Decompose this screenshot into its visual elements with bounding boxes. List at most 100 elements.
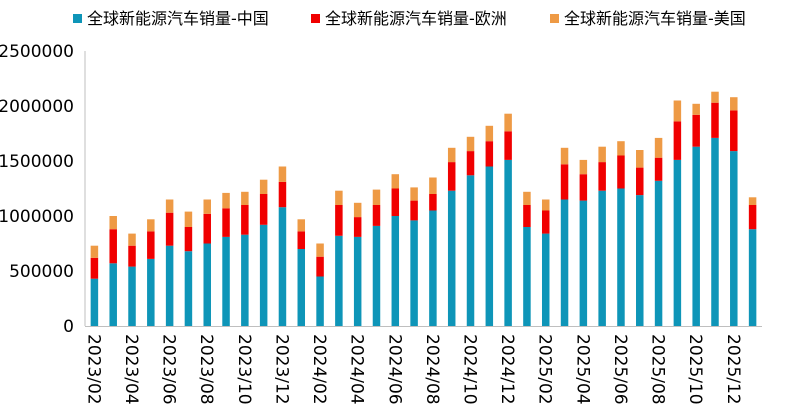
x-tick-label: 2024/10 xyxy=(460,334,480,405)
bar-segment xyxy=(673,121,682,160)
bar-segment xyxy=(541,199,550,211)
x-tick-label: 2025/12 xyxy=(723,334,743,405)
bar-segment xyxy=(391,188,400,216)
bar-segment xyxy=(523,227,531,326)
bar-segment xyxy=(617,188,625,326)
bar-segment xyxy=(165,245,174,326)
x-tick-label: 2023/10 xyxy=(234,334,254,405)
bar-segment xyxy=(184,211,193,227)
bar-segment xyxy=(636,167,644,196)
bar-segment xyxy=(748,197,757,205)
bar-segment xyxy=(466,175,475,326)
x-tick-label: 2023/12 xyxy=(271,334,291,405)
legend: 全球新能源汽车销量-中国 全球新能源汽车销量-欧洲 全球新能源汽车销量-美国 xyxy=(73,9,746,28)
bar-segment xyxy=(203,243,211,326)
bar-segment xyxy=(692,146,700,326)
legend-label: 全球新能源汽车销量-美国 xyxy=(564,9,746,28)
bar-segment xyxy=(165,199,174,213)
bar-segment xyxy=(466,136,475,152)
bar-segment xyxy=(598,190,606,326)
x-tick-label: 2024/06 xyxy=(384,334,404,405)
bar-segment xyxy=(541,210,550,234)
bar-segment xyxy=(730,97,738,111)
bar-segment xyxy=(748,205,757,230)
bar-segment xyxy=(372,225,381,326)
bar-segment xyxy=(90,278,99,326)
bar-segment xyxy=(109,263,117,326)
y-tick-label: 0 xyxy=(63,317,74,337)
bar-segment xyxy=(335,235,343,326)
bar-segment xyxy=(128,233,136,246)
bar-segment xyxy=(109,229,117,264)
bar-segment xyxy=(241,234,249,326)
x-tick-label: 2025/02 xyxy=(535,334,555,405)
bar-segment xyxy=(541,233,550,326)
bar-segment xyxy=(692,103,700,115)
x-tick-label: 2024/08 xyxy=(422,334,442,405)
bar-segment xyxy=(147,258,155,326)
bar-segment xyxy=(485,141,494,167)
y-tick-label: 2500000 xyxy=(0,42,74,62)
bar-segment xyxy=(316,256,324,277)
bar-segment xyxy=(560,164,569,200)
bar-segment xyxy=(579,159,588,175)
bar-segment xyxy=(485,166,494,326)
legend-swatch xyxy=(73,14,82,23)
bar-segment xyxy=(504,131,512,160)
bar-segment xyxy=(730,110,738,152)
bar-segment xyxy=(335,190,343,205)
bar-segment xyxy=(353,217,362,237)
bar-segment xyxy=(654,137,663,158)
bar-segment xyxy=(504,159,512,326)
x-tick-label: 2025/06 xyxy=(610,334,630,405)
x-tick-label: 2024/12 xyxy=(497,334,517,405)
x-tick-label: 2025/08 xyxy=(648,334,668,405)
bar-segment xyxy=(711,137,719,326)
bar-segment xyxy=(654,157,663,181)
bar-segment xyxy=(278,181,287,208)
bar-segment xyxy=(297,249,306,326)
bar-segment xyxy=(711,102,719,138)
bar-segment xyxy=(504,113,512,132)
bar-segment xyxy=(372,205,381,226)
bar-segment xyxy=(429,177,437,194)
bar-segment xyxy=(222,192,230,209)
bar-segment xyxy=(128,266,136,326)
x-tick-label: 2024/04 xyxy=(347,334,367,405)
x-tick-label: 2023/04 xyxy=(121,334,141,405)
bar-segment xyxy=(410,220,418,326)
bars xyxy=(90,91,757,326)
bar-segment xyxy=(560,147,569,165)
x-tick-label: 2025/10 xyxy=(685,334,705,405)
bar-segment xyxy=(184,251,193,326)
bar-segment xyxy=(278,207,287,326)
bar-segment xyxy=(447,162,456,191)
bar-segment xyxy=(391,216,400,326)
bar-segment xyxy=(654,180,663,326)
bar-segment xyxy=(598,162,606,191)
bar-segment xyxy=(90,257,99,279)
bar-segment xyxy=(617,155,625,189)
x-tick-label: 2023/08 xyxy=(196,334,216,405)
legend-swatch xyxy=(311,14,320,23)
y-tick-label: 1500000 xyxy=(0,152,74,172)
bar-segment xyxy=(203,199,211,214)
bar-segment xyxy=(203,213,211,244)
bar-segment xyxy=(560,199,569,326)
bar-segment xyxy=(147,231,155,259)
bar-segment xyxy=(579,174,588,201)
bar-segment xyxy=(259,194,268,225)
bar-segment xyxy=(617,141,625,156)
bar-segment xyxy=(297,219,306,232)
bar-segment xyxy=(316,243,324,257)
bar-segment xyxy=(748,229,757,326)
bar-segment xyxy=(259,179,268,194)
y-axis: 0 500000 1000000 1500000 2000000 2500000 xyxy=(0,42,86,337)
legend-label: 全球新能源汽车销量-中国 xyxy=(87,9,269,28)
bar-segment xyxy=(297,231,306,249)
bar-segment xyxy=(316,276,324,326)
bar-segment xyxy=(410,200,418,221)
bar-segment xyxy=(128,245,136,267)
